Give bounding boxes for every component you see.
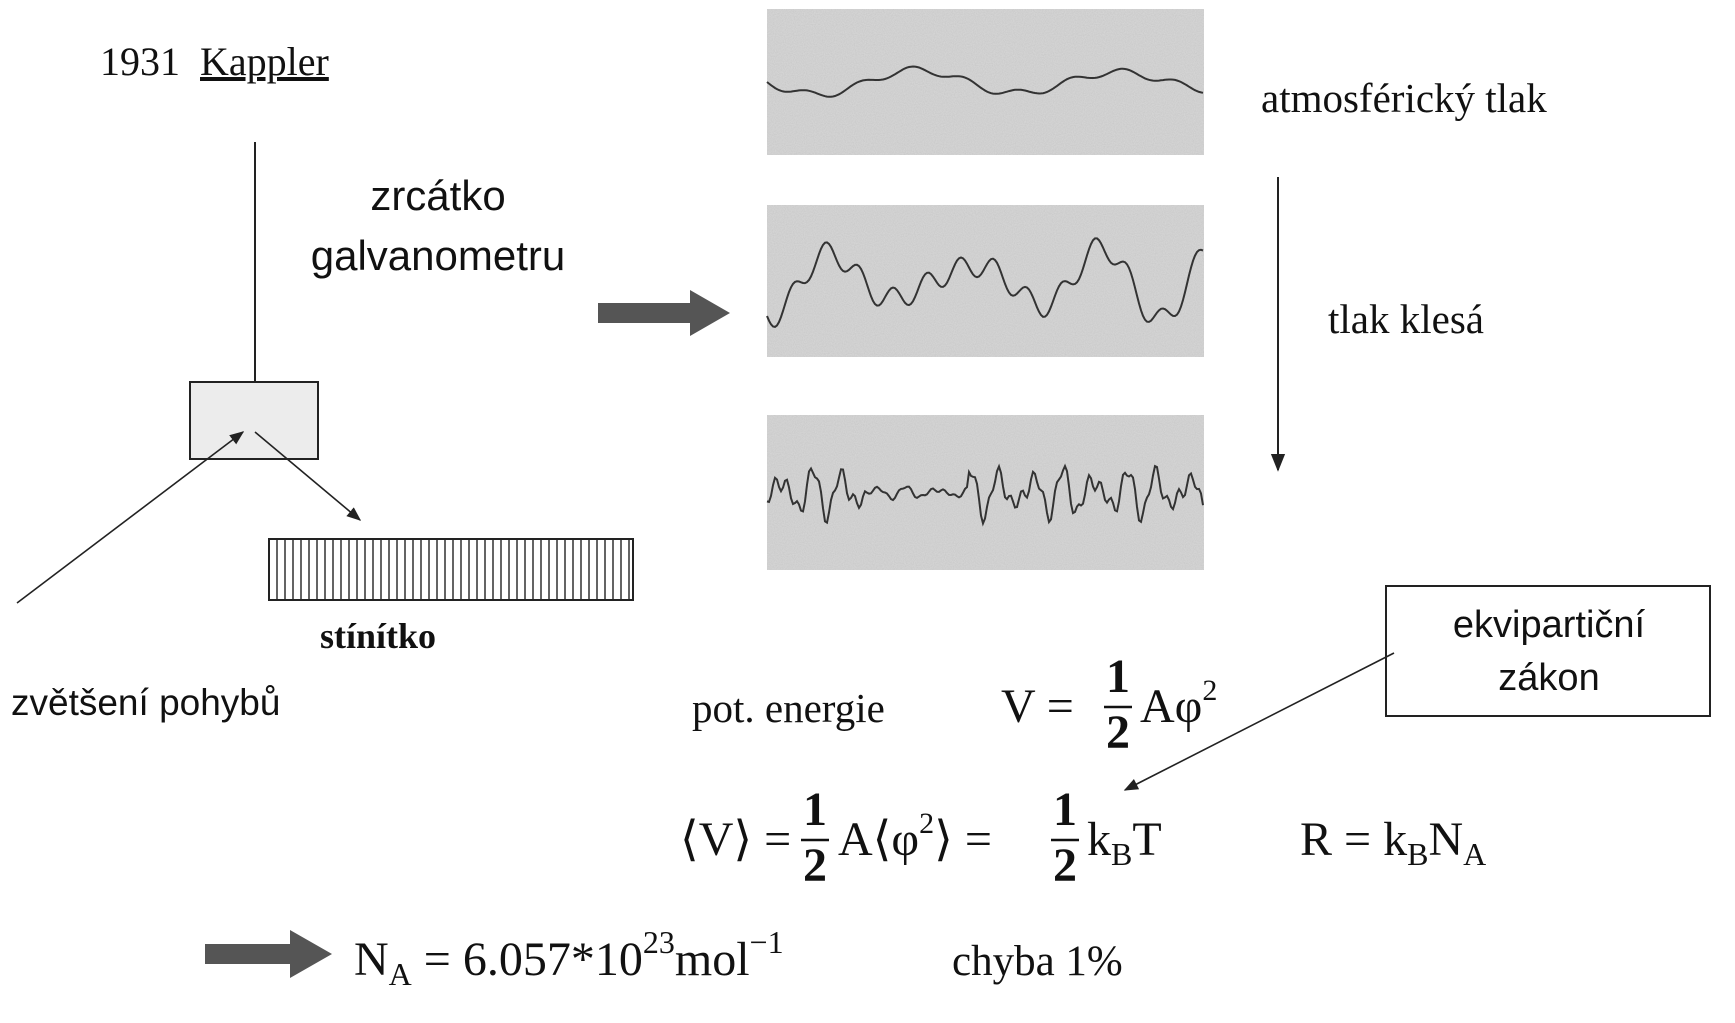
formula-sup: 23 <box>643 924 675 960</box>
formula-part: 1 <box>1053 783 1077 836</box>
formula-part: Aφ <box>1140 680 1202 733</box>
thick-arrow <box>598 290 730 336</box>
formula-part: kBT <box>1087 813 1162 872</box>
mirror-box <box>190 382 318 459</box>
screen-label: stínítko <box>320 616 436 656</box>
formula-sub: A <box>389 956 412 992</box>
formula-part: 2 <box>1053 839 1077 892</box>
magnification-label: zvětšení pohybů <box>11 682 280 723</box>
formula-sup: −1 <box>750 924 784 960</box>
formula-part: A⟨φ2⟩ = <box>838 807 992 866</box>
pot-energy-label: pot. energie <box>692 685 885 731</box>
year: 1931 <box>100 39 180 84</box>
error-label: chyba 1% <box>952 938 1123 985</box>
callout-text: ekvipartiční <box>1453 604 1646 646</box>
pressure-drop-label: tlak klesá <box>1328 296 1484 342</box>
author: Kappler <box>200 39 329 84</box>
formula-sup: 2 <box>919 807 934 840</box>
formula-part: ⟨V⟩ = <box>680 813 791 866</box>
formula-sub: B <box>1407 836 1428 872</box>
formula-part: N <box>1428 813 1463 866</box>
recording-noise <box>767 9 1204 155</box>
formula-sup: 2 <box>1202 674 1217 707</box>
formula-sub: B <box>1111 836 1132 872</box>
mirror-label: zrcátko <box>370 172 505 219</box>
recording-noise <box>767 205 1204 357</box>
formula-part: k <box>1087 813 1111 866</box>
formula-part: R = k <box>1300 813 1407 866</box>
formula-part: = 6.057*10 <box>412 933 643 986</box>
slide: 1931 Kappler stínítko zvětšení pohybů zr… <box>0 0 1735 1023</box>
formula-part: NA = 6.057*1023mol−1 <box>354 924 784 992</box>
formula-part: R = kBNA <box>1300 813 1486 872</box>
formula-part: 1 <box>1106 650 1130 703</box>
pressure-label: atmosférický tlak <box>1261 75 1547 121</box>
formula-part: T <box>1132 813 1161 866</box>
screen-frame <box>269 539 633 600</box>
callout-text: zákon <box>1498 657 1599 699</box>
formula-part: A⟨φ <box>838 813 919 866</box>
recordings <box>767 9 1204 570</box>
formula-part: mol <box>675 933 750 986</box>
formula-part: Aφ2 <box>1140 674 1217 733</box>
formula-part: 1 <box>803 783 827 836</box>
thick-arrow <box>205 930 332 978</box>
formula-part: V = <box>1001 680 1074 733</box>
formula-part: N <box>354 933 389 986</box>
mirror-label: galvanometru <box>311 232 565 279</box>
formula-sub: A <box>1463 836 1486 872</box>
formula-part: 2 <box>803 839 827 892</box>
formula-part: 2 <box>1106 706 1130 759</box>
formula-part: ⟩ = <box>934 813 992 866</box>
screen <box>269 539 633 600</box>
incoming-ray <box>17 432 243 603</box>
